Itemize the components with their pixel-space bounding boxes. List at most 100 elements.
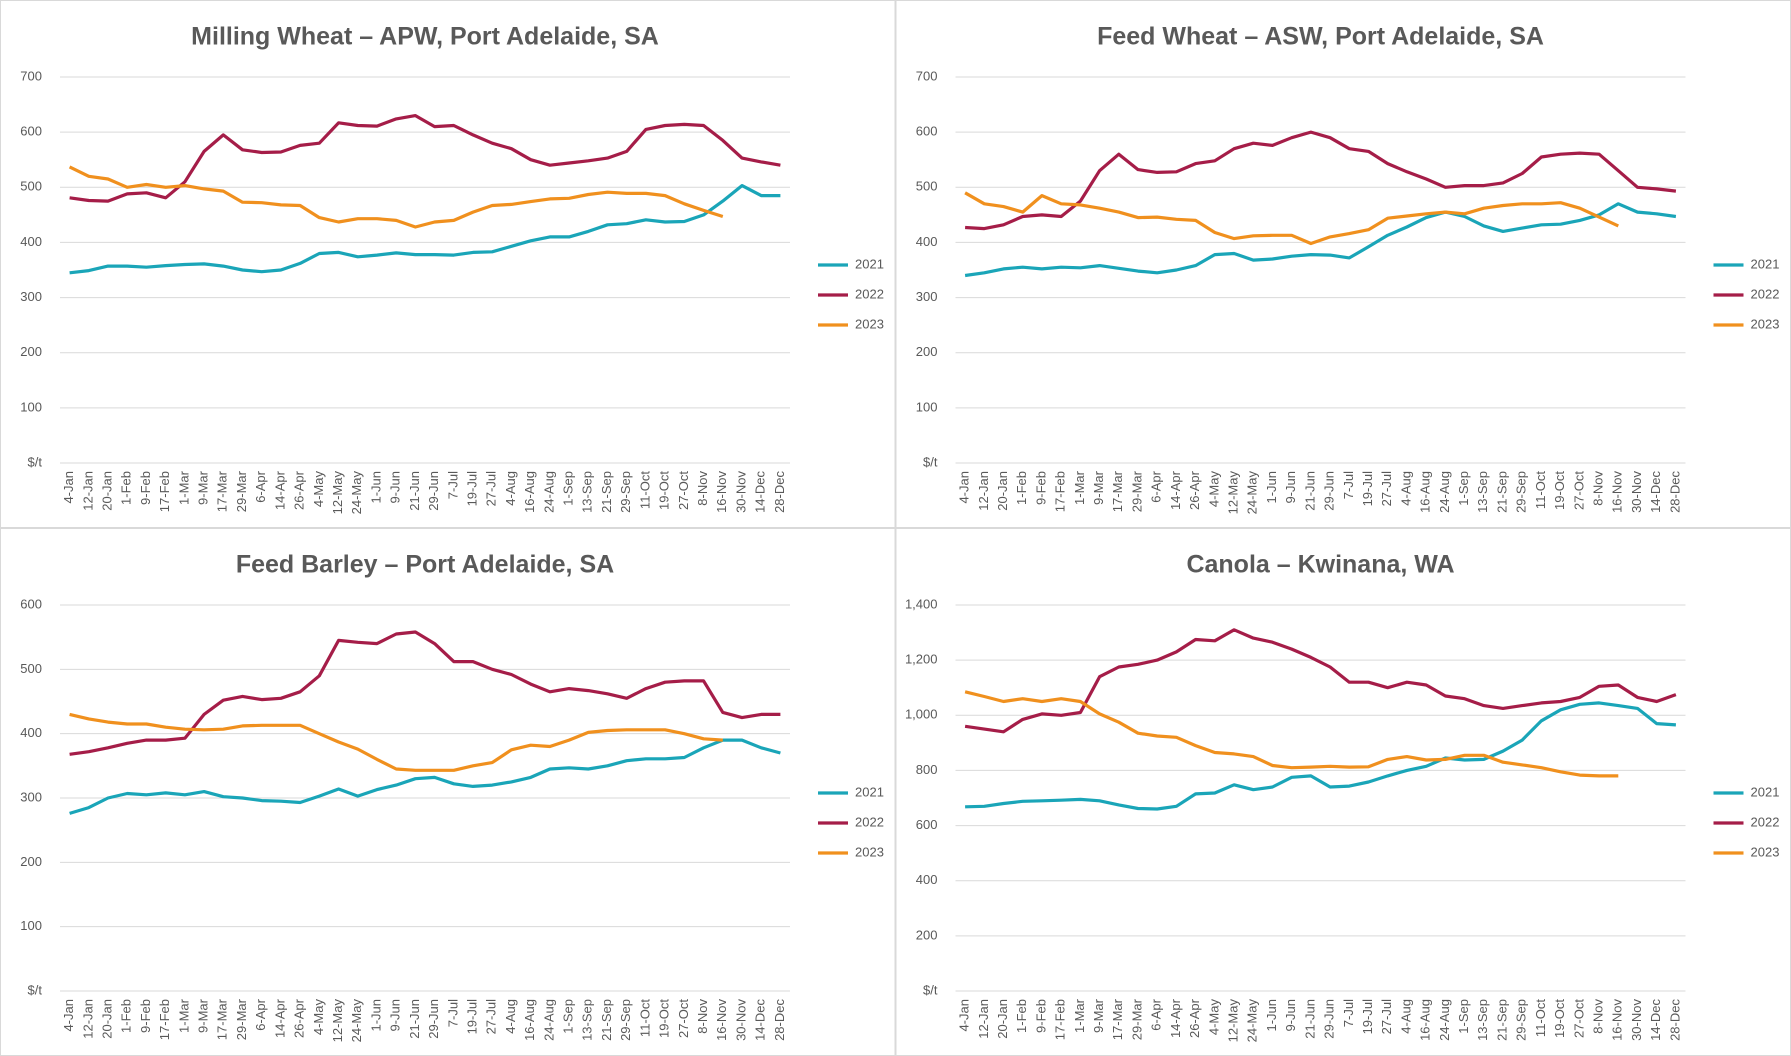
- y-tick-label: 100: [916, 399, 938, 414]
- x-tick-label: 8-Nov: [695, 999, 710, 1034]
- series-line: [964, 628, 1677, 734]
- series-line: [69, 184, 781, 275]
- y-tick-label: 700: [20, 68, 42, 83]
- x-tick-label: 29-Mar: [1129, 470, 1144, 512]
- legend-label: 2021: [1751, 256, 1780, 271]
- x-tick-label: 19-Oct: [1552, 471, 1567, 510]
- x-tick-label: 9-Feb: [138, 999, 153, 1033]
- x-tick-label: 21-Jun: [1302, 471, 1317, 511]
- x-tick-label: 6-Apr: [253, 470, 268, 502]
- x-tick-label: 21-Jun: [407, 471, 422, 511]
- x-tick-label: 8-Nov: [1590, 999, 1605, 1034]
- x-tick-label: 9-Mar: [196, 470, 211, 505]
- x-tick-label: 20-Jan: [99, 999, 114, 1039]
- chart-title: Feed Barley – Port Adelaide, SA: [236, 551, 614, 579]
- series-line: [69, 114, 781, 203]
- y-tick-label: 600: [916, 124, 938, 139]
- x-tick-label: 1-Jun: [1264, 999, 1279, 1032]
- x-tick-label: 14-Dec: [1648, 471, 1663, 513]
- x-tick-label: 1-Sep: [561, 471, 576, 506]
- x-tick-label: 20-Jan: [995, 999, 1010, 1039]
- x-tick-label: 29-Jun: [1322, 999, 1337, 1039]
- x-tick-label: 27-Oct: [676, 999, 691, 1038]
- x-tick-label: 24-Aug: [1437, 999, 1452, 1041]
- x-tick-label: 19-Jul: [1360, 471, 1375, 507]
- x-tick-label: 11-Oct: [637, 999, 652, 1037]
- x-tick-label: 4-Jan: [61, 999, 76, 1032]
- y-tick-label: 400: [916, 234, 938, 249]
- x-tick-label: 9-Mar: [196, 998, 211, 1033]
- x-tick-label: 21-Sep: [1494, 999, 1509, 1041]
- x-tick-label: 17-Feb: [157, 471, 172, 512]
- x-tick-label: 6-Apr: [1149, 998, 1164, 1030]
- legend-label: 2022: [855, 814, 884, 829]
- x-tick-label: 20-Jan: [995, 471, 1010, 511]
- x-tick-label: 21-Sep: [599, 999, 614, 1041]
- x-tick-label: 8-Nov: [1590, 471, 1605, 506]
- x-tick-label: 9-Jun: [388, 471, 403, 504]
- x-tick-label: 24-May: [1245, 999, 1260, 1043]
- x-tick-label: 9-Feb: [1033, 471, 1048, 505]
- x-tick-label: 1-Jun: [1264, 471, 1279, 504]
- x-tick-label: 11-Oct: [1533, 999, 1548, 1037]
- x-tick-label: 30-Nov: [1629, 471, 1644, 513]
- x-tick-label: 9-Feb: [1033, 999, 1048, 1033]
- x-tick-label: 24-Aug: [1437, 471, 1452, 513]
- x-tick-label: 19-Jul: [464, 471, 479, 507]
- x-tick-label: 21-Jun: [1302, 999, 1317, 1039]
- series-line: [69, 630, 781, 756]
- series-line: [68, 165, 724, 229]
- y-tick-label: $/t: [923, 454, 938, 469]
- x-tick-label: 16-Aug: [522, 471, 537, 513]
- x-tick-label: 12-May: [1225, 999, 1240, 1043]
- x-tick-label: 16-Aug: [1418, 471, 1433, 513]
- x-tick-label: 29-Jun: [426, 999, 441, 1039]
- legend-label: 2021: [855, 256, 884, 271]
- y-tick-label: 100: [20, 918, 42, 933]
- x-tick-label: 24-May: [349, 471, 364, 515]
- chart-title: Canola – Kwinana, WA: [1186, 551, 1454, 579]
- x-tick-label: 9-Mar: [1091, 470, 1106, 505]
- x-tick-label: 9-Jun: [1283, 999, 1298, 1032]
- x-tick-label: 28-Dec: [1667, 999, 1682, 1041]
- x-tick-label: 27-Oct: [676, 471, 691, 510]
- x-tick-label: 29-Sep: [1514, 999, 1529, 1041]
- x-tick-label: 1-Mar: [176, 998, 191, 1033]
- x-tick-label: 1-Feb: [119, 999, 134, 1033]
- legend-label: 2023: [855, 844, 884, 859]
- x-tick-label: 26-Apr: [1187, 470, 1202, 510]
- y-tick-label: 300: [916, 289, 938, 304]
- x-tick-label: 9-Feb: [138, 471, 153, 505]
- x-tick-label: 1-Sep: [1456, 471, 1471, 506]
- x-tick-label: 13-Sep: [580, 999, 595, 1041]
- x-tick-label: 12-May: [330, 471, 345, 515]
- chart-title: Milling Wheat – APW, Port Adelaide, SA: [191, 23, 659, 51]
- x-tick-label: 21-Sep: [599, 471, 614, 513]
- x-tick-label: 14-Dec: [1648, 999, 1663, 1041]
- x-tick-label: 1-Mar: [176, 470, 191, 505]
- y-tick-label: 1,200: [905, 652, 938, 667]
- y-tick-label: 600: [20, 124, 42, 139]
- x-tick-label: 11-Oct: [1533, 471, 1548, 509]
- x-tick-label: 12-Jan: [80, 999, 95, 1039]
- x-tick-label: 1-Mar: [1072, 470, 1087, 505]
- x-tick-label: 13-Sep: [580, 471, 595, 513]
- y-tick-label: 500: [916, 179, 938, 194]
- y-tick-label: 300: [20, 289, 42, 304]
- panel-border: [895, 528, 1791, 1056]
- x-tick-label: 12-May: [1225, 471, 1240, 515]
- x-tick-label: 12-Jan: [80, 471, 95, 511]
- x-tick-label: 14-Apr: [1168, 470, 1183, 510]
- legend-label: 2023: [855, 316, 884, 331]
- x-tick-label: 17-Mar: [1110, 998, 1125, 1040]
- legend-label: 2023: [1751, 844, 1780, 859]
- x-tick-label: 29-Mar: [234, 998, 249, 1040]
- x-tick-label: 28-Dec: [772, 999, 787, 1041]
- y-tick-label: 800: [916, 762, 938, 777]
- legend-label: 2022: [1751, 814, 1780, 829]
- x-tick-label: 4-Aug: [503, 471, 518, 506]
- y-tick-label: 400: [916, 872, 938, 887]
- x-tick-label: 29-Mar: [1129, 998, 1144, 1040]
- x-tick-label: 26-Apr: [1187, 998, 1202, 1038]
- x-tick-label: 17-Feb: [157, 999, 172, 1040]
